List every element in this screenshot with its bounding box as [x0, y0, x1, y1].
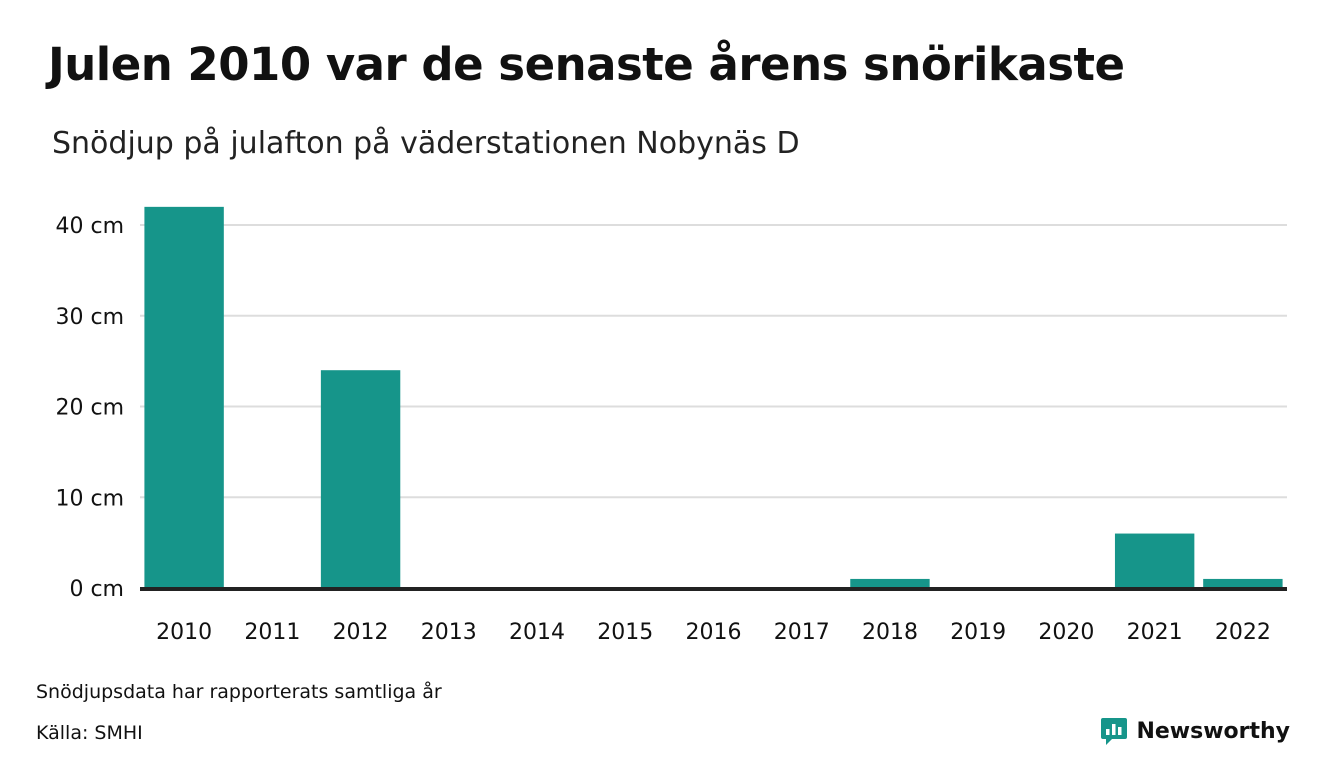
- y-tick-label: 20 cm: [55, 396, 124, 421]
- chart-title: Julen 2010 var de senaste årens snörikas…: [48, 38, 1125, 91]
- y-tick-label: 30 cm: [55, 305, 124, 330]
- brand-name: Newsworthy: [1136, 718, 1290, 744]
- x-tick-label: 2017: [774, 620, 830, 645]
- x-tick-label: 2013: [421, 620, 477, 645]
- y-axis-ticks: 0 cm 10 cm 20 cm 30 cm 40 cm: [55, 214, 124, 602]
- source-note: Källa: SMHI: [36, 722, 143, 744]
- bar-2012: [320, 370, 401, 588]
- x-tick-label: 2015: [597, 620, 653, 645]
- x-tick-label: 2020: [1038, 620, 1094, 645]
- bar-2022: [1203, 578, 1283, 588]
- x-tick-label: 2012: [333, 620, 389, 645]
- x-tick-label: 2016: [686, 620, 742, 645]
- grid-lines: [140, 224, 1287, 499]
- y-tick-label: 10 cm: [55, 486, 124, 511]
- x-tick-label: 2019: [950, 620, 1006, 645]
- x-tick-label: 2018: [862, 620, 918, 645]
- bars: [144, 206, 1283, 588]
- bar-2018: [850, 578, 930, 588]
- y-tick-label: 0 cm: [69, 577, 124, 602]
- newsworthy-logo-icon: [1101, 718, 1128, 745]
- x-tick-label: 2011: [244, 620, 300, 645]
- chart-subtitle: Snödjup på julafton på väderstationen No…: [52, 126, 800, 161]
- bar-2010: [144, 206, 224, 588]
- x-tick-label: 2014: [509, 620, 565, 645]
- x-tick-label: 2022: [1215, 620, 1271, 645]
- x-tick-label: 2021: [1127, 620, 1183, 645]
- bar-2021: [1114, 533, 1195, 588]
- footnote: Snödjupsdata har rapporterats samtliga å…: [36, 681, 442, 703]
- brand-logo: Newsworthy: [1100, 716, 1290, 746]
- y-tick-label: 40 cm: [55, 214, 124, 239]
- x-tick-label: 2010: [156, 620, 212, 645]
- x-axis-ticks: 2010 2011 2012 2013 2014 2015 2016 2017 2018 2019…: [156, 620, 1271, 645]
